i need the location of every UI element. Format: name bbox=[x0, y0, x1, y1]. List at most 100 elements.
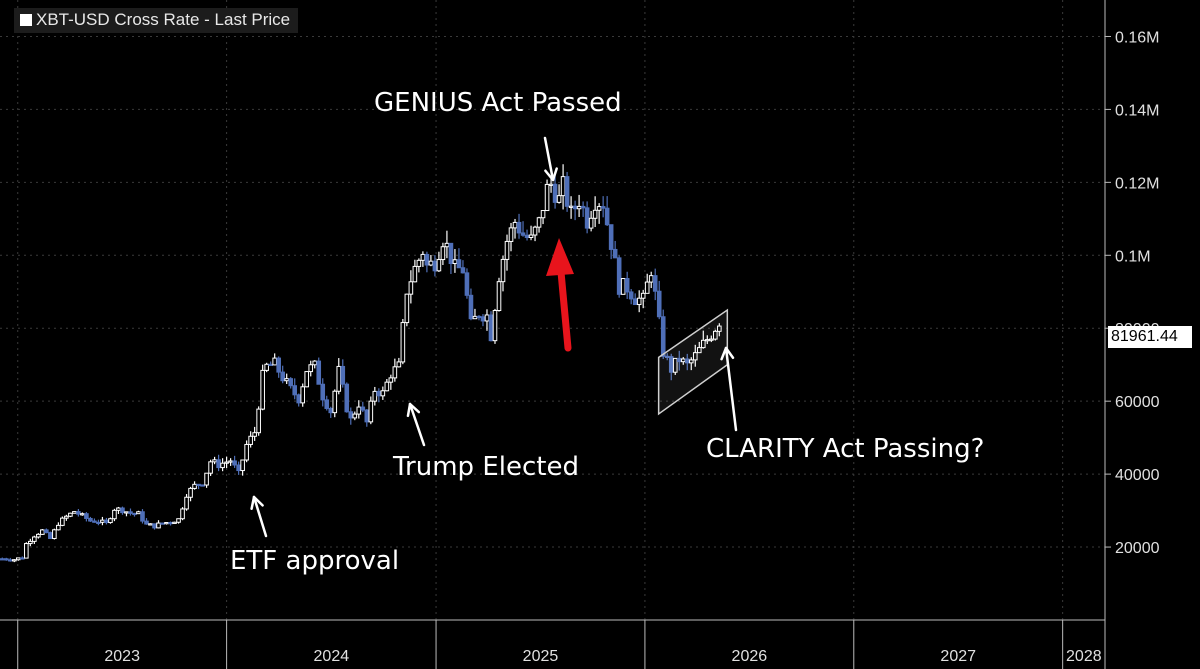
x-tick-label: 2024 bbox=[314, 648, 350, 665]
candle-body bbox=[368, 400, 374, 423]
candle-body bbox=[480, 316, 486, 322]
candle-body bbox=[40, 529, 45, 535]
candle-body bbox=[308, 364, 314, 373]
candle-body bbox=[276, 357, 281, 373]
candle-body bbox=[204, 472, 209, 486]
candle-body bbox=[364, 409, 370, 423]
arrow-etf-head bbox=[250, 495, 264, 511]
candle-body bbox=[208, 461, 213, 474]
candle-body bbox=[164, 521, 169, 525]
candle-body bbox=[88, 517, 93, 522]
candle-body bbox=[316, 360, 322, 385]
arrow-genius-head bbox=[544, 167, 558, 182]
legend-label: XBT-USD Cross Rate - Last Price bbox=[36, 10, 291, 29]
candle-body bbox=[280, 371, 285, 382]
x-tick-label: 2025 bbox=[523, 648, 559, 665]
candle-body bbox=[256, 408, 261, 434]
candle-body bbox=[656, 290, 662, 318]
y-tick-label: 0.14M bbox=[1115, 102, 1159, 119]
candle-body bbox=[168, 521, 173, 525]
candle-body bbox=[560, 176, 566, 197]
candle-body bbox=[717, 325, 722, 332]
candle-body bbox=[296, 394, 302, 404]
candle-body bbox=[568, 205, 574, 208]
candle-body bbox=[516, 221, 522, 234]
candle-body bbox=[620, 278, 626, 295]
candle-body bbox=[488, 314, 494, 342]
candle-body bbox=[392, 366, 398, 379]
candle-body bbox=[124, 511, 129, 514]
legend-swatch bbox=[20, 14, 32, 26]
candle-body bbox=[700, 339, 706, 349]
candle-body bbox=[152, 523, 157, 529]
candle-body bbox=[536, 217, 542, 228]
candle-body bbox=[352, 413, 358, 419]
candle-body bbox=[184, 496, 189, 510]
candle-body bbox=[692, 352, 698, 361]
candle-body bbox=[660, 316, 666, 357]
y-tick-label: 40000 bbox=[1115, 467, 1160, 484]
candle-body bbox=[120, 507, 125, 514]
candle-body bbox=[36, 533, 41, 538]
x-tick-label: 2026 bbox=[732, 648, 768, 665]
candle-body bbox=[148, 523, 153, 526]
candle-body bbox=[64, 515, 69, 519]
candle-body bbox=[452, 259, 458, 265]
candle-body bbox=[528, 234, 534, 238]
candle-body bbox=[380, 390, 386, 397]
candle-body bbox=[604, 207, 610, 226]
candle-body bbox=[300, 386, 306, 404]
candle-body bbox=[632, 298, 638, 306]
arrow-red-head bbox=[546, 238, 574, 276]
arrow-clarity bbox=[720, 346, 738, 432]
x-axis: 2023 2024 2025 2026 2027 2028 bbox=[0, 619, 1105, 669]
candle-body bbox=[652, 275, 658, 292]
candle-body bbox=[504, 240, 510, 260]
candle-body bbox=[72, 511, 77, 514]
arrow-trump-head bbox=[406, 402, 421, 418]
candle-body bbox=[524, 234, 530, 238]
candles bbox=[0, 164, 722, 563]
candle-body bbox=[588, 217, 594, 229]
candle-body bbox=[328, 407, 334, 414]
candle-body bbox=[548, 183, 554, 186]
candle-body bbox=[592, 209, 598, 219]
candle-body bbox=[404, 293, 410, 324]
x-tick-label: 2023 bbox=[104, 648, 140, 665]
candle-body bbox=[136, 511, 141, 515]
candle-body bbox=[236, 464, 241, 472]
candle-body bbox=[416, 259, 422, 267]
candle-body bbox=[600, 206, 606, 209]
candle-body bbox=[636, 297, 642, 306]
annotation-etf-approval: ETF approval bbox=[230, 546, 400, 576]
candle-body bbox=[324, 399, 330, 409]
candle-body bbox=[196, 483, 201, 487]
candle-body bbox=[0, 558, 5, 561]
candle-body bbox=[244, 443, 249, 461]
candle-body bbox=[228, 460, 233, 463]
candle-body bbox=[596, 206, 602, 211]
candle-body bbox=[540, 210, 546, 219]
candle-body bbox=[132, 512, 137, 516]
arrow-genius-shaft bbox=[543, 136, 555, 182]
candle-body bbox=[176, 518, 181, 523]
candle-body bbox=[448, 242, 454, 265]
candle-body bbox=[48, 532, 53, 539]
candle-body bbox=[140, 511, 145, 522]
candle-body bbox=[156, 522, 161, 529]
candle-body bbox=[232, 460, 237, 466]
candle-body bbox=[260, 369, 265, 410]
candle-body bbox=[532, 226, 538, 236]
candle-body bbox=[16, 557, 21, 561]
candle-body bbox=[696, 347, 702, 354]
candle-body bbox=[172, 521, 177, 524]
candle-body bbox=[348, 411, 354, 419]
candle-body bbox=[224, 461, 229, 464]
candle-body bbox=[116, 507, 121, 511]
arrow-clarity-shaft bbox=[724, 346, 738, 432]
candle-body bbox=[496, 281, 502, 312]
candle-body bbox=[624, 278, 630, 293]
candle-body bbox=[552, 183, 558, 203]
